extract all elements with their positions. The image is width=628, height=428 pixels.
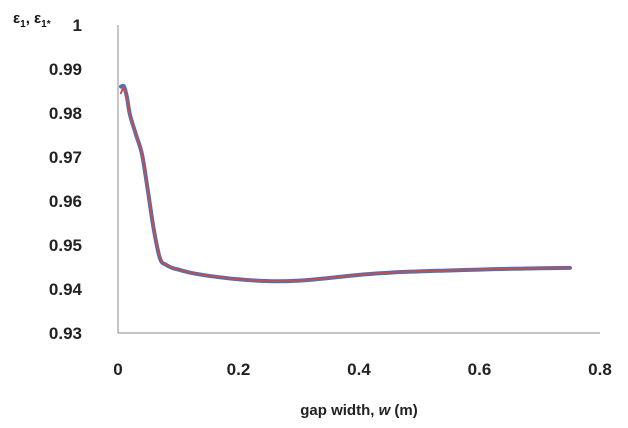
y-tick-label: 0.96 [49, 192, 82, 211]
x-label-prefix: gap width, [300, 402, 378, 419]
x-label-suffix: (m) [390, 402, 418, 419]
x-tick-label: 0.2 [227, 360, 251, 379]
x-tick-label: 0.6 [468, 360, 492, 379]
y-tick-label: 1 [73, 16, 82, 35]
x-tick-labels: 0 0.2 0.4 0.6 0.8 [113, 360, 612, 379]
y-label-sep: , [26, 10, 34, 27]
y-tick-label: 0.97 [49, 148, 82, 167]
series-lines [119, 83, 572, 284]
y-tick-label: 0.94 [49, 280, 83, 299]
x-tick-label: 0.4 [347, 360, 371, 379]
y-axis-label: ε1, ε1* [13, 10, 51, 30]
series-line-2 [120, 86, 571, 283]
x-tick-label: 0 [113, 360, 122, 379]
y-tick-label: 0.93 [49, 324, 82, 343]
y-label-eps1: ε [13, 10, 20, 27]
x-tick-label: 0.8 [588, 360, 612, 379]
y-tick-label: 0.95 [49, 236, 82, 255]
y-label-sub1: 1 [20, 19, 26, 30]
y-label-eps2: ε [34, 10, 41, 27]
x-label-var: w [379, 402, 392, 419]
x-axis-label: gap width, w (m) [300, 402, 418, 419]
y-tick-label: 0.99 [49, 60, 82, 79]
y-tick-label: 0.98 [49, 104, 82, 123]
y-label-sub2: 1* [41, 19, 51, 30]
y-tick-labels: 0.93 0.94 0.95 0.96 0.97 0.98 0.99 1 [49, 16, 83, 343]
series-line-1 [119, 83, 572, 284]
